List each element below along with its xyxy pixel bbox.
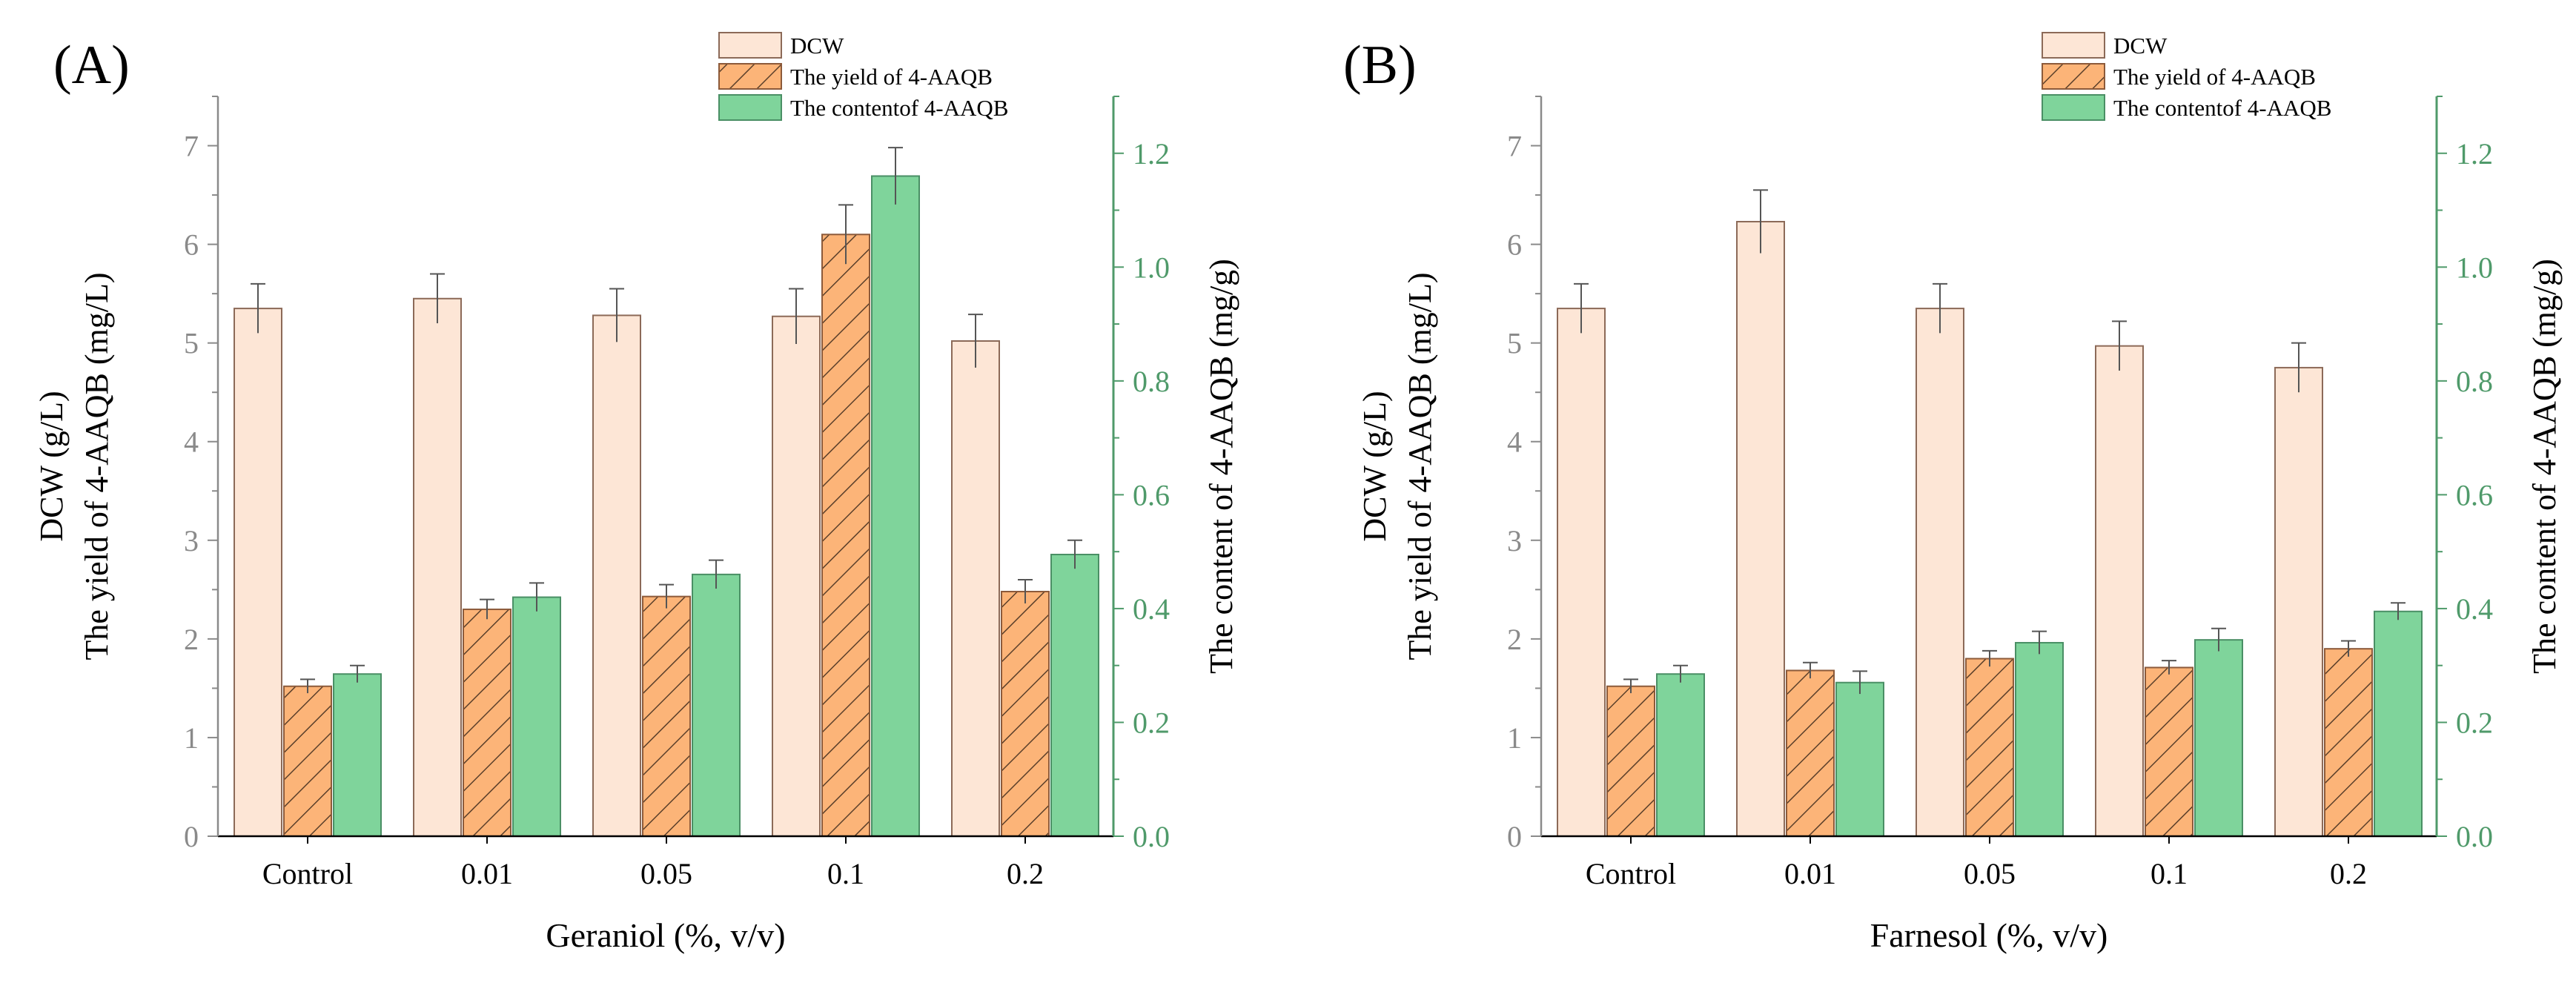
y-axis-title-content: The content of 4-AAQB (mg/g): [1203, 259, 1239, 674]
dcw-bar: [2274, 366, 2323, 837]
right-tick-label: 1.2: [2456, 137, 2493, 171]
right-tick-label: 0.6: [1133, 478, 1170, 512]
right-tick-label: 1.2: [1133, 137, 1170, 171]
dcw-bar: [951, 340, 1000, 838]
left-tick-label: 2: [184, 623, 199, 656]
yield-bar: [463, 608, 511, 837]
chart-panel-b: (B) Control 0.01 0.05 0.1 0.2 0 1 2 3 4 5 6 7 0.0 0.2 0.…: [1343, 32, 2563, 954]
legend-label-yield: The yield of 4-AAQB: [2113, 64, 2316, 90]
yield-bar: [2324, 648, 2373, 837]
content-bar: [871, 175, 920, 837]
y-axis-title-yield: The yield of 4-AAQB (mg/L): [79, 273, 115, 661]
right-tick-label: 1.0: [2456, 251, 2493, 284]
x-tick-label: Control: [1586, 857, 1676, 890]
left-tick-label: 4: [1507, 426, 1522, 459]
dcw-bar: [1916, 308, 1964, 837]
left-tick-label: 7: [1507, 130, 1522, 163]
left-tick-label: 1: [184, 721, 199, 755]
yield-bar: [1965, 658, 2014, 837]
panel-label: (B): [1343, 35, 1417, 96]
left-tick-label: 5: [184, 327, 199, 360]
legend-label-content: The contentof 4-AAQB: [2113, 95, 2331, 121]
legend-swatch-dcw: [718, 32, 782, 59]
y-axis-title-dcw: DCW (g/L): [33, 391, 70, 541]
dcw-bar: [772, 315, 821, 838]
x-axis-title: Farnesol (%, v/v): [1870, 916, 2108, 954]
content-bar: [2015, 641, 2064, 837]
yield-bar: [1606, 685, 1655, 837]
content-bar: [333, 673, 382, 838]
dcw-bar: [1736, 220, 1785, 837]
legend-label-yield: The yield of 4-AAQB: [790, 64, 993, 90]
legend-swatch-yield: [718, 63, 782, 90]
content-bar: [2374, 610, 2423, 837]
content-bar: [1656, 673, 1705, 838]
dcw-bar: [413, 297, 462, 837]
left-tick-label: 3: [1507, 524, 1522, 557]
right-tick-label: 0.8: [1133, 365, 1170, 398]
legend-label-dcw: DCW: [2113, 33, 2168, 59]
right-tick-label: 0.4: [2456, 592, 2493, 626]
legend-label-content: The contentof 4-AAQB: [790, 95, 1008, 121]
yield-bar: [642, 595, 691, 837]
x-tick-label: 0.1: [827, 857, 864, 890]
y-axis-title-yield: The yield of 4-AAQB (mg/L): [1402, 273, 1438, 661]
x-tick-label: 0.05: [640, 857, 692, 890]
yield-bar: [283, 685, 332, 837]
left-tick-label: 6: [184, 228, 199, 262]
content-bar: [2194, 639, 2243, 838]
right-tick-label: 0.8: [2456, 365, 2493, 398]
content-bar: [512, 596, 561, 837]
right-tick-label: 1.0: [1133, 251, 1170, 284]
left-tick-label: 0: [184, 820, 199, 853]
x-tick-label: 0.1: [2150, 857, 2188, 890]
x-tick-label: 0.2: [2330, 857, 2367, 890]
left-tick-label: 5: [1507, 327, 1522, 360]
content-bar: [1835, 681, 1884, 837]
dcw-bar: [1557, 308, 1606, 837]
dcw-bar: [592, 314, 641, 837]
x-tick-label: 0.05: [1964, 857, 2016, 890]
content-bar: [692, 573, 741, 837]
x-tick-label: Control: [262, 857, 353, 890]
right-tick-label: 0.2: [1133, 706, 1170, 739]
right-tick-label: 0.6: [2456, 478, 2493, 512]
right-tick-label: 0.4: [1133, 592, 1170, 626]
left-tick-label: 6: [1507, 228, 1522, 262]
y-axis-title-content: The content of 4-AAQB (mg/g): [2526, 259, 2563, 674]
yield-bar: [2145, 666, 2193, 837]
yield-bar: [1786, 669, 1835, 837]
legend-swatch-content: [2042, 94, 2105, 121]
right-tick-label: 0.2: [2456, 706, 2493, 739]
legend-label-dcw: DCW: [790, 33, 844, 59]
legend-swatch-content: [718, 94, 782, 121]
x-axis-title: Geraniol (%, v/v): [546, 916, 785, 954]
dcw-bar: [234, 308, 282, 837]
content-bar: [1050, 553, 1099, 837]
right-tick-label: 0.0: [1133, 820, 1170, 853]
left-tick-label: 3: [184, 524, 199, 557]
x-tick-label: 0.01: [461, 857, 513, 890]
left-tick-label: 0: [1507, 820, 1522, 853]
panel-label: (A): [53, 35, 130, 96]
left-tick-label: 2: [1507, 623, 1522, 656]
legend-swatch-yield: [2042, 63, 2105, 90]
left-tick-label: 4: [184, 426, 199, 459]
left-tick-label: 7: [184, 130, 199, 163]
right-tick-label: 0.0: [2456, 820, 2493, 853]
legend-swatch-dcw: [2042, 32, 2105, 59]
y-axis-title-dcw: DCW (g/L): [1357, 391, 1393, 541]
yield-bar: [1001, 590, 1050, 838]
dcw-bar: [2095, 345, 2144, 837]
chart-panel-a: (A) Control 0.01 0.05 0.1 0.2 0 1 2 3 4 5 6 7 0.0 0.2 0.…: [33, 32, 1239, 954]
left-tick-label: 1: [1507, 721, 1522, 755]
yield-bar: [821, 234, 870, 837]
x-tick-label: 0.2: [1007, 857, 1044, 890]
x-tick-label: 0.01: [1784, 857, 1836, 890]
